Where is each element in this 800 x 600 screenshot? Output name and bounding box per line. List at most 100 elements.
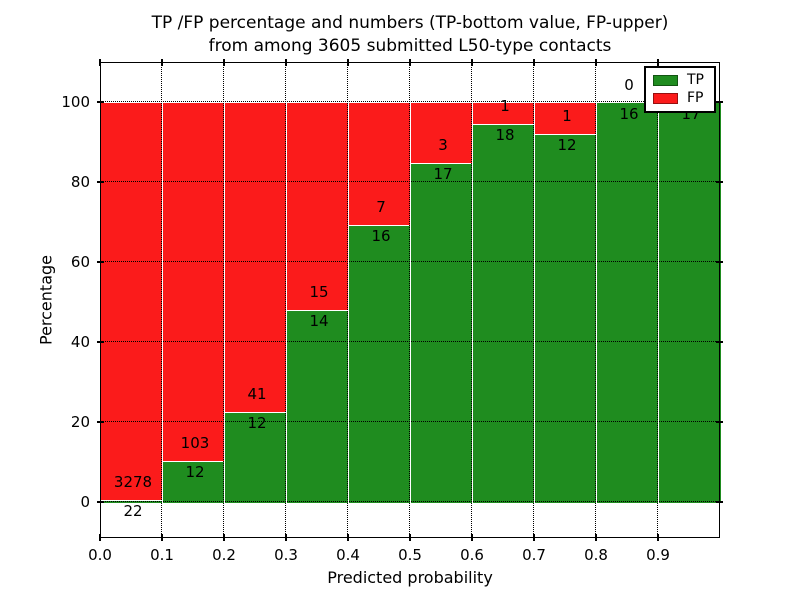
fp-count-label: 1 [500, 97, 510, 116]
tp-bar-segment [534, 132, 598, 503]
legend-label-tp: TP [687, 72, 704, 89]
y-tick-label: 60 [70, 253, 90, 271]
tp-bar-segment [596, 102, 660, 503]
fp-bar-segment [534, 102, 598, 135]
x-tick-top [657, 59, 659, 66]
x-tick-bottom [595, 534, 597, 541]
x-gridline [471, 62, 473, 538]
x-tick-label: 0.7 [522, 546, 546, 564]
tp-count-label: 12 [557, 135, 577, 154]
y-axis-label: Percentage [36, 254, 56, 346]
y-tick-label: 80 [70, 173, 90, 191]
chart-title: TP /FP percentage and numbers (TP-bottom… [100, 12, 720, 58]
x-tick-label: 0.9 [646, 546, 670, 564]
fp-count-label: 3 [438, 136, 448, 154]
x-tick-label: 0.2 [212, 546, 236, 564]
x-tick-bottom [285, 534, 287, 541]
tp-count-label: 17 [433, 165, 453, 183]
x-tick-bottom [99, 534, 101, 541]
y-tick-left [97, 341, 104, 343]
y-tick-left [97, 421, 104, 423]
x-tick-top [285, 59, 287, 66]
fp-count-label: 103 [180, 434, 210, 453]
fp-bar-segment [286, 102, 350, 311]
x-tick-bottom [657, 534, 659, 541]
y-tick-right [716, 101, 723, 103]
y-tick-left [97, 261, 104, 263]
x-tick-bottom [347, 534, 349, 541]
y-tick-left [97, 181, 104, 183]
tp-count-label: 16 [619, 105, 639, 123]
x-gridline [223, 62, 225, 538]
x-gridline [161, 62, 163, 538]
x-tick-label: 0.4 [336, 546, 360, 564]
x-tick-bottom [223, 534, 225, 541]
legend-entry-tp: TP [653, 73, 708, 88]
x-tick-bottom [533, 534, 535, 541]
x-gridline [657, 62, 659, 538]
x-tick-label: 0.3 [274, 546, 298, 564]
y-tick-left [97, 501, 104, 503]
tp-bar-segment [410, 162, 474, 503]
y-tick-left [97, 101, 104, 103]
fp-color-swatch [653, 92, 678, 104]
x-gridline [533, 62, 535, 538]
tp-count-label: 16 [371, 226, 391, 245]
fp-bar-segment [348, 102, 412, 226]
tp-count-label: 14 [309, 311, 329, 330]
x-tick-top [471, 59, 473, 66]
x-tick-label: 0.6 [460, 546, 484, 564]
y-tick-label: 0 [80, 493, 90, 511]
y-tick-right [716, 261, 723, 263]
tp-color-swatch [653, 75, 678, 87]
y-tick-right [716, 421, 723, 423]
y-tick-label: 40 [70, 333, 90, 351]
tp-count-label: 12 [185, 463, 205, 482]
x-tick-top [223, 59, 225, 66]
x-tick-top [595, 59, 597, 66]
x-gridline [595, 62, 597, 538]
tp-bar-segment [348, 223, 412, 503]
tp-count-label: 22 [123, 502, 143, 521]
fp-bar-segment [224, 102, 288, 414]
chart-title-line1: TP /FP percentage and numbers (TP-bottom… [151, 13, 669, 33]
fp-count-label: 41 [247, 385, 267, 404]
x-tick-label: 0.5 [398, 546, 422, 564]
legend-entry-fp: FP [653, 89, 708, 106]
tp-count-label: 12 [247, 414, 267, 433]
fp-count-label: 7 [376, 197, 386, 216]
x-axis-label: Predicted probability [327, 568, 493, 587]
fp-bar-segment [410, 102, 474, 164]
y-tick-right [716, 181, 723, 183]
legend-label-fp: FP [687, 89, 704, 106]
x-tick-label: 0.0 [88, 546, 112, 564]
fp-count-label: 1 [562, 106, 572, 125]
x-tick-label: 0.8 [584, 546, 608, 564]
tp-count-label: 18 [495, 126, 515, 145]
chart-title-line2: from among 3605 submitted L50-type conta… [208, 36, 612, 56]
legend: TP FP [644, 66, 716, 113]
x-tick-bottom [161, 534, 163, 541]
x-tick-label: 0.1 [150, 546, 174, 564]
x-gridline [347, 62, 349, 538]
fp-bar-segment [162, 102, 226, 463]
fp-count-label: 15 [309, 282, 329, 301]
x-tick-top [347, 59, 349, 66]
y-tick-label: 20 [70, 413, 90, 431]
x-tick-bottom [409, 534, 411, 541]
tp-bar-segment [286, 308, 350, 503]
x-tick-top [409, 59, 411, 66]
x-tick-bottom [471, 534, 473, 541]
x-gridline [285, 62, 287, 538]
x-gridline [409, 62, 411, 538]
y-tick-right [716, 341, 723, 343]
fp-count-label: 0 [624, 76, 634, 94]
x-tick-top [533, 59, 535, 66]
tp-bar-segment [658, 102, 722, 503]
x-tick-top [99, 59, 101, 66]
y-tick-right [716, 501, 723, 503]
y-tick-label: 100 [61, 93, 90, 111]
fp-count-label: 3278 [113, 473, 153, 492]
x-tick-top [161, 59, 163, 66]
